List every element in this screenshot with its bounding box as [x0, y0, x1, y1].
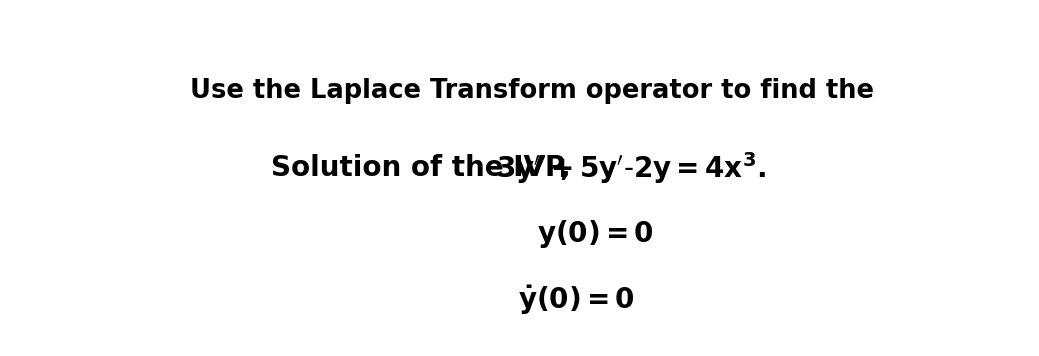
- Text: Solution of the IVP,: Solution of the IVP,: [271, 154, 570, 182]
- Text: $\mathbf{y(0) = 0}$: $\mathbf{y(0) = 0}$: [537, 218, 654, 250]
- Text: $\mathbf{\dot{y}(0) = 0}$: $\mathbf{\dot{y}(0) = 0}$: [518, 284, 635, 317]
- Text: $\mathbf{3y^{\prime\prime} + 5y^{\prime}\text{-}2y = 4x^3.}$: $\mathbf{3y^{\prime\prime} + 5y^{\prime}…: [497, 150, 767, 185]
- Text: Use the Laplace Transform operator to find the: Use the Laplace Transform operator to fi…: [190, 78, 875, 104]
